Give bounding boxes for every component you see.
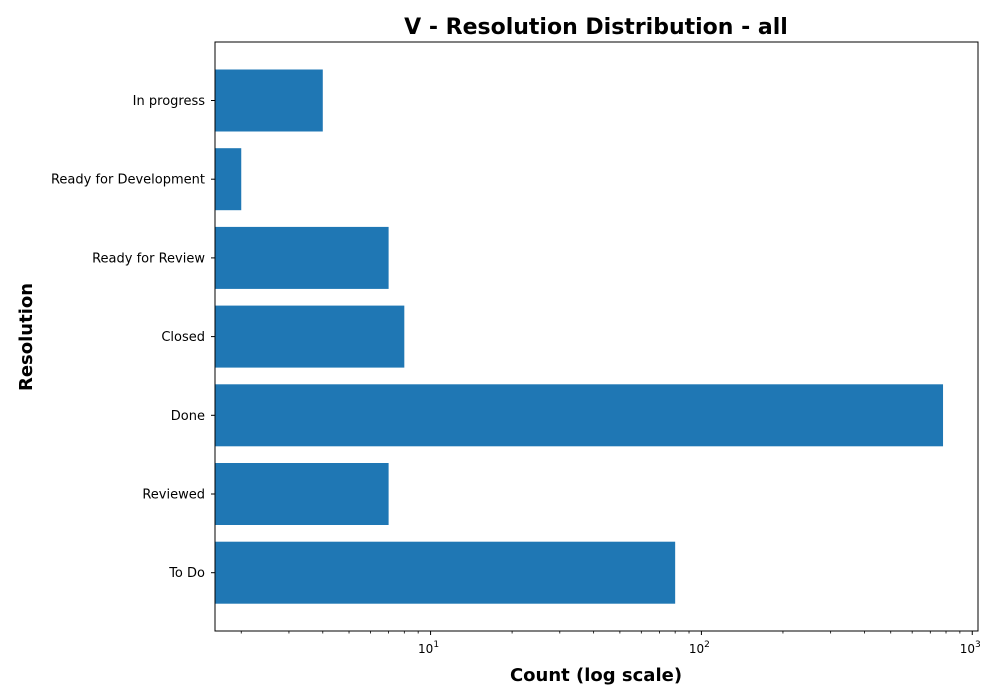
y-tick-labels: In progress Ready for Development Ready fo… — [51, 94, 215, 581]
bar — [215, 148, 242, 211]
bar — [215, 305, 405, 368]
y-tick-label: Ready for Review — [92, 251, 205, 266]
y-tick-label: In progress — [133, 94, 206, 109]
x-tick-label: 103 — [960, 640, 981, 656]
chart-title: V - Resolution Distribution - all — [404, 15, 788, 40]
plot-frame — [214, 41, 979, 632]
y-tick-label: Closed — [161, 330, 205, 345]
x-tick-label: 102 — [689, 640, 710, 656]
bar — [215, 541, 676, 604]
x-ticks: 101 102 103 — [240, 631, 981, 656]
y-axis-label: Resolution — [16, 283, 37, 391]
bar — [215, 463, 389, 525]
y-tick-label: Reviewed — [142, 488, 205, 503]
bar — [215, 226, 389, 289]
y-tick-label: To Do — [168, 566, 205, 581]
bars-group — [215, 69, 944, 604]
bar — [215, 69, 323, 132]
y-tick-label: Ready for Development — [51, 173, 205, 188]
x-tick-label: 101 — [418, 640, 439, 656]
x-axis-label: Count (log scale) — [510, 665, 682, 686]
bar — [215, 384, 944, 447]
y-tick-label: Done — [171, 409, 205, 424]
